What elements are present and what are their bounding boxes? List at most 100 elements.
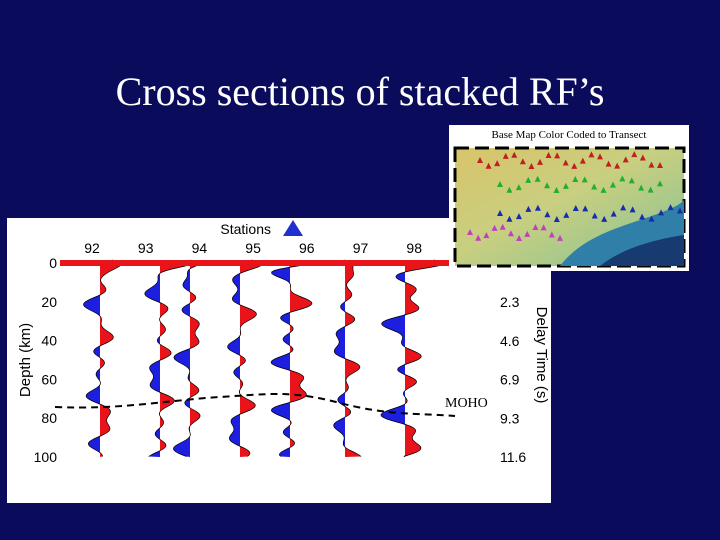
trace-line [270,259,318,457]
trace-line [83,259,122,457]
map-station [515,213,522,220]
map-station [554,152,561,159]
station-number: 93 [138,240,154,256]
positive-lobe [405,260,445,457]
depth-tick-label: 60 [41,371,57,387]
depth-axis-label: Depth (km) [17,323,34,397]
map-station [620,204,627,211]
delay-tick-label: 9.3 [500,410,520,426]
map-station [524,230,531,237]
map-station [597,153,603,160]
map-station [494,160,501,167]
map-station [582,205,589,212]
map-station [563,211,570,218]
map-station [622,156,629,163]
map-station [605,160,612,167]
map-station [497,210,503,216]
map-station [571,162,578,169]
map-station [525,176,532,183]
delay-tick-label: 11.6 [500,449,526,465]
map-station [507,230,514,237]
map-station [534,175,541,182]
map-station [502,152,509,159]
map-station [515,184,522,191]
map-station [499,223,506,230]
moho-label: MOHO [445,396,488,411]
depth-tick-label: 0 [49,255,57,271]
map-station [548,231,555,238]
positive-lobe [345,260,362,457]
map-station [614,162,621,169]
map-station [485,162,492,169]
map-station [467,229,473,235]
map-station [648,161,655,168]
delay-tick-label: 2.3 [500,294,520,310]
station-number: 96 [299,240,315,256]
map-station [545,152,552,159]
map-station [544,211,551,218]
map-station [677,207,683,214]
map-station [619,175,626,182]
map-station [497,181,503,187]
map-title: Base Map Color Coded to Transect [492,129,647,141]
map-station [629,206,636,213]
depth-tick-label: 80 [41,410,57,426]
map-station [557,234,563,241]
map-station [667,204,674,211]
map-station [601,215,608,222]
map-station [609,181,616,188]
map-station [491,224,498,231]
map-station [537,158,543,165]
map-station [553,186,560,193]
surface-band [60,260,455,266]
map-station [657,161,663,168]
map-station [638,184,645,191]
depth-tick-label: 40 [41,333,57,349]
map-inset: Base Map Color Coded to Transect [449,125,689,271]
map-station [572,205,579,212]
map-station [506,186,513,193]
map-station [562,159,569,166]
trace-line [173,259,204,457]
trace-line [380,259,445,457]
stations-label: Stations [220,221,271,237]
map-station [511,151,518,158]
delay-tick-label: 6.9 [500,372,520,388]
depth-tick-label: 20 [41,294,57,310]
map-station [562,182,569,189]
map-station [477,157,483,163]
positive-lobe [190,260,204,457]
station-number: 95 [245,240,261,256]
negative-lobe [380,260,405,457]
map-station [631,151,638,158]
map-station [581,176,588,183]
map-stations [467,151,683,241]
map-station [544,182,551,189]
map-station [519,158,526,165]
depth-tick-label: 100 [34,449,58,465]
delay-axis-label: Delay Time (s) [533,307,550,404]
map-station [600,186,607,193]
map-station [658,209,665,216]
moho-line [54,393,456,417]
negative-lobe [271,260,290,457]
map-station [506,215,513,222]
station-icon [283,220,303,236]
station-number: 97 [353,240,369,256]
map-station [591,183,598,190]
map-station [532,224,539,231]
station-number: 92 [84,240,100,256]
map-basin [600,235,684,266]
map-station [540,224,547,231]
map-station [639,213,646,220]
map-station [610,210,617,217]
negative-lobe [173,260,190,457]
positive-lobe [290,260,318,457]
slide-title: Cross sections of stacked RF’s [115,69,605,114]
map-station [647,186,654,193]
map-station [657,180,663,187]
map-station [628,177,635,184]
map-station [516,234,523,241]
